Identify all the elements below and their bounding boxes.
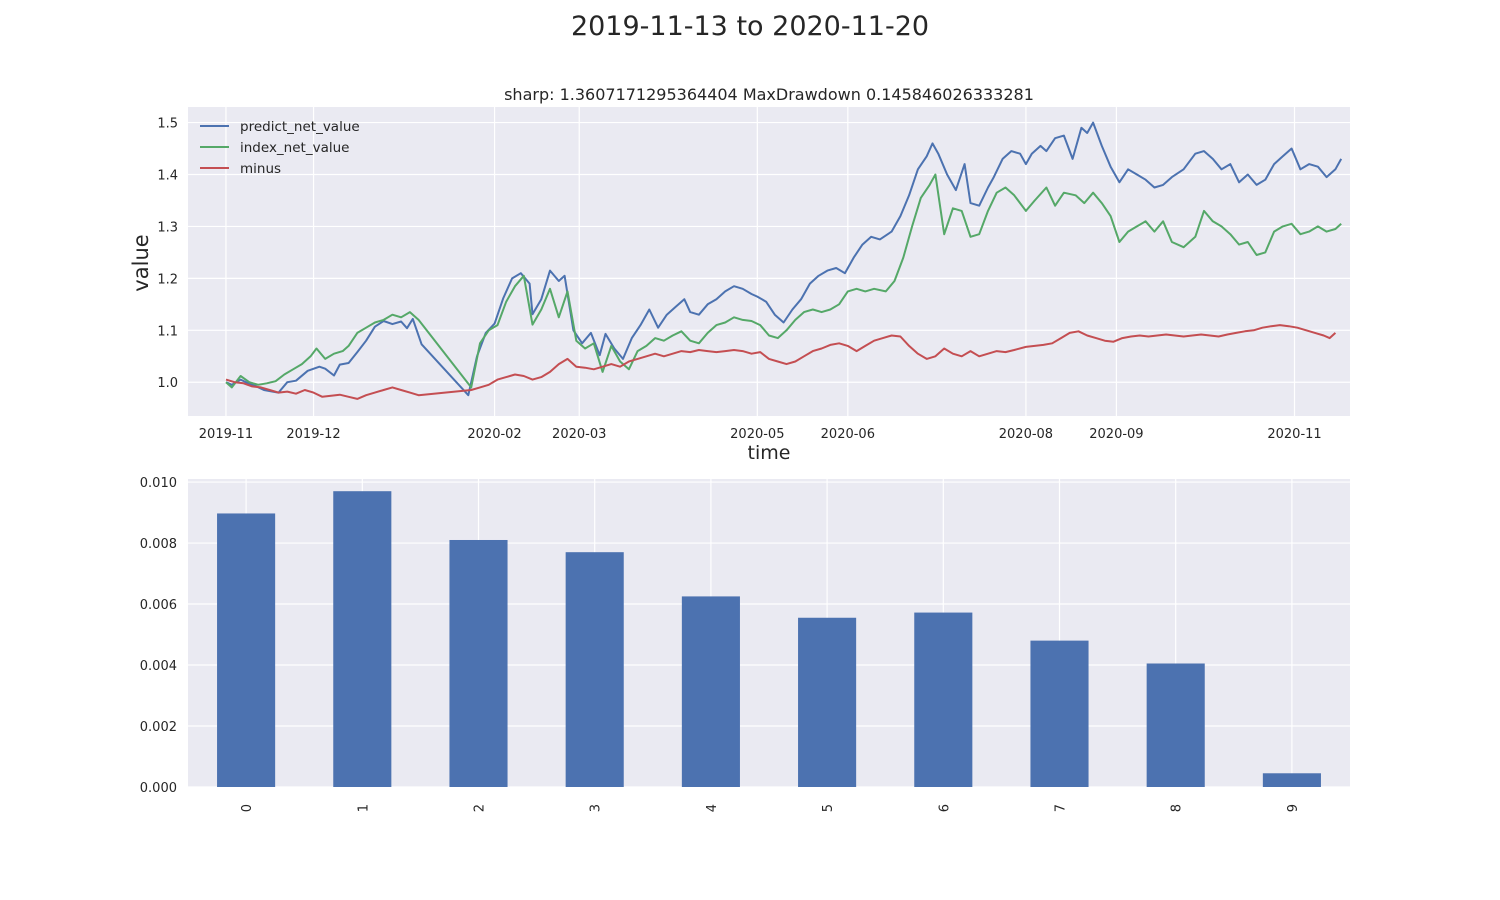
y-tick-label: 0.006 — [140, 598, 177, 613]
y-tick-label: 1.0 — [157, 376, 178, 391]
x-tick-label: 2019-11 — [199, 427, 253, 442]
legend-label: predict_net_value — [240, 119, 360, 135]
y-tick-label: 0.008 — [140, 537, 177, 552]
line-y-tick-labels: 1.0 1.1 1.2 1.3 1.4 1.5 — [157, 117, 178, 392]
line-x-tick-labels: 2019-11 2019-12 2020-02 2020-03 2020-05 2020-… — [199, 427, 1322, 442]
line-plot-area — [188, 107, 1350, 416]
y-tick-label: 1.1 — [157, 324, 178, 339]
x-tick-label: 2020-08 — [999, 427, 1053, 442]
series-line-predict-net-value — [225, 121, 1343, 397]
bar — [1146, 663, 1205, 787]
y-tick-label: 0.004 — [140, 659, 177, 674]
line-series — [225, 121, 1343, 400]
bar — [1030, 640, 1089, 787]
x-tick-label: 2020-05 — [730, 427, 784, 442]
x-tick-label: 4 — [705, 804, 720, 812]
x-tick-label: 6 — [937, 804, 952, 812]
bar — [565, 552, 624, 787]
series-line-minus — [225, 324, 1337, 400]
bar — [217, 513, 276, 787]
bar — [1262, 773, 1321, 787]
series-line-index-net-value — [225, 173, 1342, 389]
legend-label: index_net_value — [240, 140, 349, 156]
bar-y-tick-labels: 0.000 0.002 0.004 0.006 0.008 0.010 — [140, 476, 177, 796]
x-tick-label: 1 — [356, 804, 371, 812]
x-tick-label: 2020-06 — [821, 427, 875, 442]
x-tick-label: 2020-03 — [552, 427, 606, 442]
x-tick-label: 7 — [1054, 804, 1069, 812]
bar — [681, 596, 740, 787]
bar — [914, 612, 973, 787]
bar — [333, 491, 392, 787]
x-axis-label: time — [748, 442, 791, 464]
x-tick-label: 2019-12 — [286, 427, 340, 442]
line-chart: 2019-11 2019-12 2020-02 2020-03 2020-05 2020-… — [129, 85, 1350, 464]
bar-chart: 0 1 2 3 4 5 6 7 8 9 0.000 0.002 0.004 0.006 0.008 0.01… — [140, 476, 1350, 812]
x-tick-label: 3 — [589, 804, 604, 812]
y-tick-label: 1.2 — [157, 272, 178, 287]
bar — [449, 539, 508, 787]
bars — [217, 491, 1321, 787]
bar — [798, 617, 857, 787]
y-tick-label: 0.010 — [140, 476, 177, 491]
y-tick-label: 0.002 — [140, 720, 177, 735]
y-axis-label: value — [129, 234, 153, 291]
x-tick-label: 2020-02 — [467, 427, 521, 442]
x-tick-label: 2020-11 — [1267, 427, 1321, 442]
y-tick-label: 1.5 — [157, 117, 178, 132]
x-tick-label: 0 — [240, 804, 255, 812]
legend-label: minus — [240, 161, 281, 177]
x-tick-label: 8 — [1170, 804, 1185, 812]
line-chart-title: sharp: 1.3607171295364404 MaxDrawdown 0.… — [504, 85, 1034, 104]
y-tick-label: 0.000 — [140, 781, 177, 796]
y-tick-label: 1.3 — [157, 220, 178, 235]
x-tick-label: 2020-09 — [1089, 427, 1143, 442]
bar-x-tick-labels: 0 1 2 3 4 5 6 7 8 9 — [240, 804, 1301, 812]
y-tick-label: 1.4 — [157, 169, 178, 184]
line-grid — [188, 107, 1350, 416]
x-tick-label: 9 — [1286, 804, 1301, 812]
x-tick-label: 2 — [473, 804, 488, 812]
figure-title: 2019-11-13 to 2020-11-20 — [570, 11, 930, 42]
x-tick-label: 5 — [821, 804, 836, 812]
